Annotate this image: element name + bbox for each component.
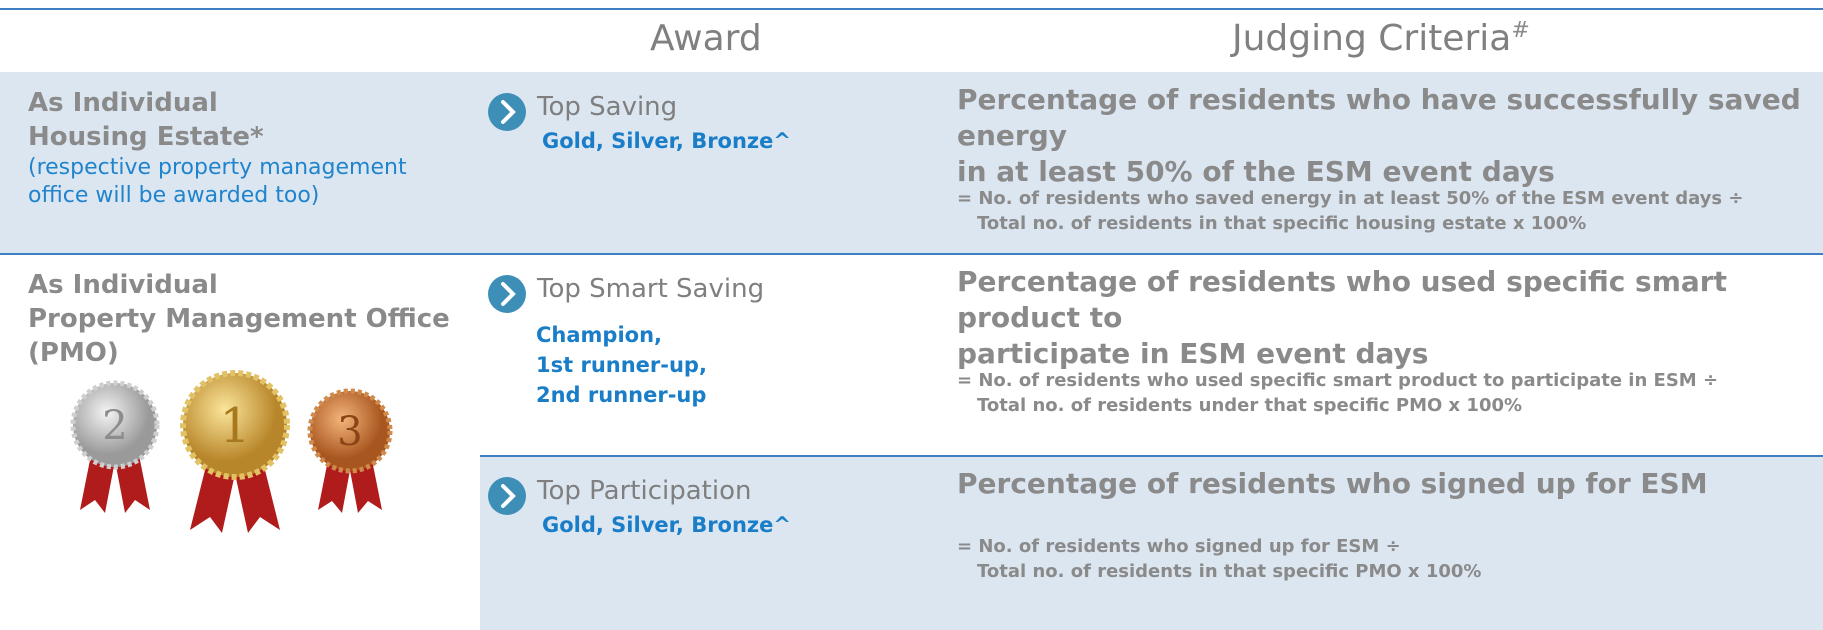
prize-line: Gold, Silver, Bronze^ [542,126,791,156]
arrow-icon [487,92,527,132]
note-line: office will be awarded too) [28,182,407,210]
criteria-formula: = No. of residents who signed up for ESM… [957,534,1481,584]
row-rule [0,253,1823,255]
prize-line: Champion, [536,320,707,350]
formula-line: Total no. of residents under that specif… [957,393,1718,418]
criteria-title-line: Percentage of residents who signed up fo… [957,466,1708,502]
criteria-header-text: Judging Criteria [1232,18,1511,59]
prize-line: 2nd runner-up [536,380,707,410]
criteria-title-line: Percentage of residents who used specifi… [957,264,1823,336]
arrow-icon [487,476,527,516]
medals: 2 1 3 [60,365,410,535]
medal-number: 3 [337,409,362,455]
criteria-formula: = No. of residents who used specific sma… [957,368,1718,418]
award-name: Top Smart Saving [537,274,764,304]
formula-line: Total no. of residents in that specific … [957,211,1743,236]
page: Award Judging Criteria# As IndividualHou… [0,0,1823,630]
top-rule [0,8,1823,10]
formula-line: Total no. of residents in that specific … [957,559,1481,584]
criteria-title: Percentage of residents who used specifi… [957,264,1823,372]
medal-number: 1 [220,398,251,454]
category-line: As Individual [28,268,450,302]
prize-line: Gold, Silver, Bronze^ [542,510,791,540]
formula-line: = No. of residents who used specific sma… [957,368,1718,393]
arrow-icon [487,274,527,314]
award-prizes: Gold, Silver, Bronze^ [542,510,791,540]
criteria-header: Judging Criteria# [1232,18,1530,59]
criteria-title-line: Percentage of residents who have success… [957,82,1823,154]
criteria-title: Percentage of residents who have success… [957,82,1823,190]
category-line: Property Management Office [28,302,450,336]
formula-line: = No. of residents who signed up for ESM… [957,534,1481,559]
medal-number: 2 [102,403,127,449]
formula-line: = No. of residents who saved energy in a… [957,186,1743,211]
criteria-title: Percentage of residents who signed up fo… [957,466,1708,502]
award-name: Top Saving [537,92,677,122]
criteria-title-line: in at least 50% of the ESM event days [957,154,1823,190]
sub-row-rule [480,455,1823,457]
category-line: As Individual [28,86,264,120]
criteria-title-line: participate in ESM event days [957,336,1823,372]
award-prizes: Gold, Silver, Bronze^ [542,126,791,156]
criteria-mark: # [1511,18,1529,43]
category-line: Housing Estate* [28,120,264,154]
prize-line: 1st runner-up, [536,350,707,380]
note-line: (respective property management [28,154,407,182]
award-name: Top Participation [537,476,751,506]
award-header: Award [650,18,762,59]
award-prizes: Champion,1st runner-up,2nd runner-up [536,320,707,410]
criteria-formula: = No. of residents who saved energy in a… [957,186,1743,236]
